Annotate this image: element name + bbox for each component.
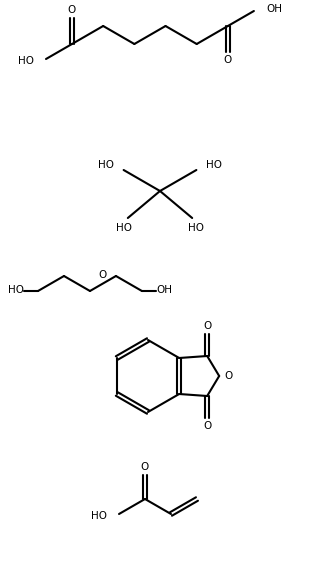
Text: O: O xyxy=(224,371,232,381)
Text: HO: HO xyxy=(207,160,222,170)
Text: O: O xyxy=(99,270,107,279)
Text: HO: HO xyxy=(98,160,114,170)
Text: HO: HO xyxy=(188,223,204,233)
Text: O: O xyxy=(224,55,232,65)
Text: O: O xyxy=(68,5,76,15)
Text: HO: HO xyxy=(91,511,107,521)
Text: OH: OH xyxy=(156,285,172,295)
Text: HO: HO xyxy=(8,285,24,295)
Text: OH: OH xyxy=(266,4,282,14)
Text: O: O xyxy=(141,462,149,472)
Text: O: O xyxy=(203,321,211,331)
Text: HO: HO xyxy=(116,223,132,233)
Text: HO: HO xyxy=(18,56,34,66)
Text: O: O xyxy=(203,421,211,431)
